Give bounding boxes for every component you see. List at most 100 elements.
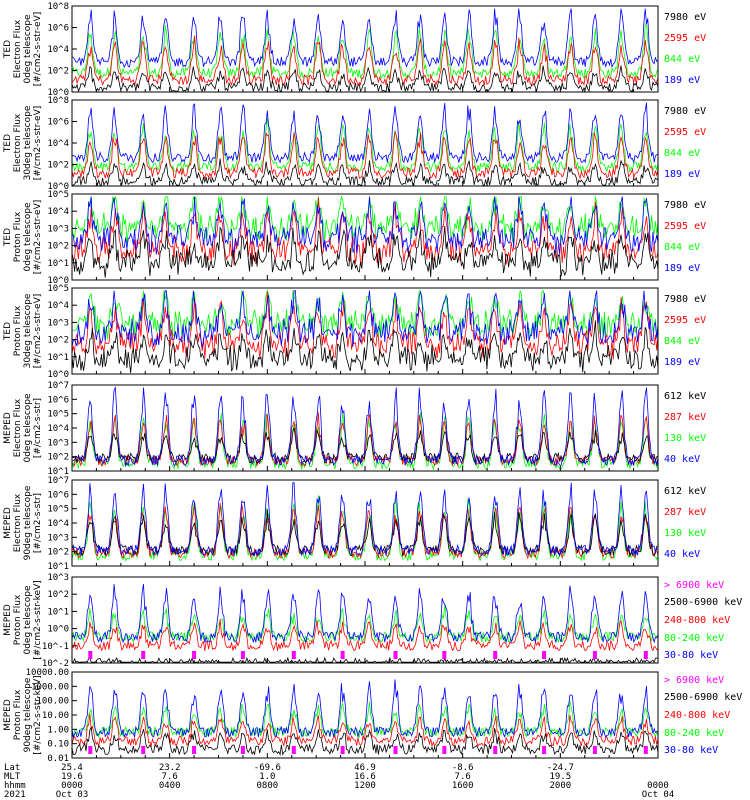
y-axis-label: Proton Flux: [13, 594, 23, 645]
series-magenta-mark: [192, 746, 197, 754]
panel-4: 10^0 10^1 10^2 10^3 10^4 10^5 TED Proton Flux 30…: [3, 284, 706, 380]
legend-entry: 40 keV: [664, 454, 700, 465]
series-green: [71, 604, 659, 644]
panel-5: 10^1 10^2 10^3 10^4 10^5 10^6 10^7 MEPED Electro…: [3, 381, 706, 477]
y-tick-label: 10^2: [47, 67, 69, 77]
legend-entry: 7980 eV: [664, 294, 706, 305]
x-tick-label: 0400: [159, 781, 181, 791]
y-tick-label: 10^4: [47, 45, 69, 55]
x-row-label: MLT: [4, 772, 21, 782]
y-tick-label: 10^3: [47, 318, 69, 328]
y-axis-label: Proton Flux: [13, 689, 23, 740]
series-blue: [71, 102, 659, 164]
legend-entry: 80-240 keV: [664, 633, 724, 644]
series-green: [71, 195, 659, 243]
y-tick-label: 10^6: [47, 395, 69, 405]
legend-entry: 30-80 keV: [664, 650, 718, 661]
series-black: [71, 726, 659, 756]
legend-entry: 844 eV: [664, 336, 700, 347]
x-tick-label: 2000: [549, 781, 571, 791]
legend-entry: 2500-6900 keV: [664, 597, 742, 608]
legend-entry: 7980 eV: [664, 12, 706, 23]
y-tick-label: 10^2: [47, 242, 69, 252]
y-axis-label: [#/cm2-s-str-keV]: [33, 675, 43, 754]
y-tick-label: 10^2: [47, 161, 69, 171]
legend-entry: 130 keV: [664, 528, 706, 539]
legend-entry: > 6900 keV: [664, 580, 724, 591]
series-red: [71, 35, 659, 87]
panel-2: 10^0 10^2 10^4 10^6 10^8 TED Electron Flux 30de…: [3, 96, 706, 192]
legend-entry: 2595 eV: [664, 127, 706, 138]
y-axis-label: MEPED: [3, 507, 13, 539]
series-blue: [71, 584, 659, 644]
y-tick-label: 10^2: [47, 590, 69, 600]
series-magenta-mark: [340, 746, 345, 754]
legend-entry: 130 keV: [664, 433, 706, 444]
x-tick-label: -8.6: [452, 763, 474, 773]
y-tick-label: 10^4: [47, 139, 69, 149]
x-tick-label: 0800: [256, 781, 278, 791]
legend-entry: 189 eV: [664, 263, 700, 274]
y-axis-label: TED: [3, 322, 13, 341]
y-tick-label: 10^2: [47, 548, 69, 558]
legend-entry: 30-80 keV: [664, 745, 718, 756]
y-tick-label: 10^0: [47, 370, 69, 380]
series-magenta-mark: [542, 651, 547, 659]
series-magenta-mark: [592, 651, 597, 659]
y-tick-label: 0.10: [47, 740, 69, 750]
series-blue: [71, 196, 659, 255]
legend-entry: 287 keV: [664, 412, 706, 423]
y-axis-label: MEPED: [3, 604, 13, 636]
series-magenta-mark: [240, 651, 245, 659]
legend-entry: 189 eV: [664, 357, 700, 368]
y-tick-label: 10^4: [47, 519, 69, 529]
panel-6: 10^1 10^2 10^3 10^4 10^5 10^6 10^7 MEPED Electro…: [3, 476, 706, 572]
y-axis-label: 0deg telescope: [23, 14, 33, 84]
legend-entry: 2595 eV: [664, 33, 706, 44]
y-axis-label: [#/cm2-s-str-keV]: [33, 580, 43, 659]
series-black: [71, 320, 659, 374]
x-tick-label: 19.6: [61, 772, 83, 782]
y-tick-label: 100.00: [36, 697, 69, 707]
legend-entry: 2595 eV: [664, 221, 706, 232]
y-axis-label: [#/cm2-s-str-eV]: [33, 106, 43, 181]
y-tick-label: 10^4: [47, 301, 69, 311]
y-axis-label: 0deg telescope: [23, 393, 33, 463]
y-axis-label: [#/cm2-s-str]: [33, 493, 43, 553]
y-tick-label: 10^0: [47, 88, 69, 98]
panel-8: 0.01 0.10 1.00 10.00 100.00 1000.00 10000.00 ME…: [3, 668, 742, 764]
series-magenta-mark: [88, 651, 93, 659]
y-tick-label: 10^1: [47, 353, 69, 363]
y-tick-label: 10^5: [47, 505, 69, 515]
y-tick-label: 10^-1: [42, 642, 69, 652]
legend-entry: 80-240 keV: [664, 728, 724, 739]
y-tick-label: 10^1: [47, 467, 69, 477]
series-black: [71, 427, 659, 465]
y-tick-label: 10^4: [47, 207, 69, 217]
x-row-label: 2021: [4, 790, 26, 800]
legend-entry: 287 keV: [664, 507, 706, 518]
y-tick-label: 10^2: [47, 453, 69, 463]
y-tick-label: 1.00: [47, 725, 69, 735]
x-tick-label: Oct 04: [642, 790, 675, 800]
y-tick-label: 10^6: [47, 118, 69, 128]
y-tick-label: 10^1: [47, 562, 69, 572]
series-blue: [71, 679, 659, 739]
y-tick-label: 10^0: [47, 182, 69, 192]
series-magenta-mark: [643, 651, 648, 659]
y-axis-label: 30deg telescope: [23, 105, 33, 180]
y-axis-label: MEPED: [3, 412, 13, 444]
series-magenta-mark: [192, 651, 197, 659]
legend-entry: 240-800 keV: [664, 615, 730, 626]
series-magenta-mark: [393, 651, 398, 659]
y-axis-label: 90deg telescope: [23, 677, 33, 752]
y-tick-label: 10^7: [47, 476, 69, 486]
series-red: [71, 131, 659, 180]
y-tick-label: 10^1: [47, 607, 69, 617]
y-tick-label: 10^6: [47, 490, 69, 500]
x-tick-label: 1.0: [259, 772, 275, 782]
x-tick-label: 7.6: [455, 772, 471, 782]
x-row-label: hhmm: [4, 781, 26, 791]
x-row-label: Lat: [4, 763, 20, 773]
y-tick-label: 10^8: [47, 2, 69, 12]
